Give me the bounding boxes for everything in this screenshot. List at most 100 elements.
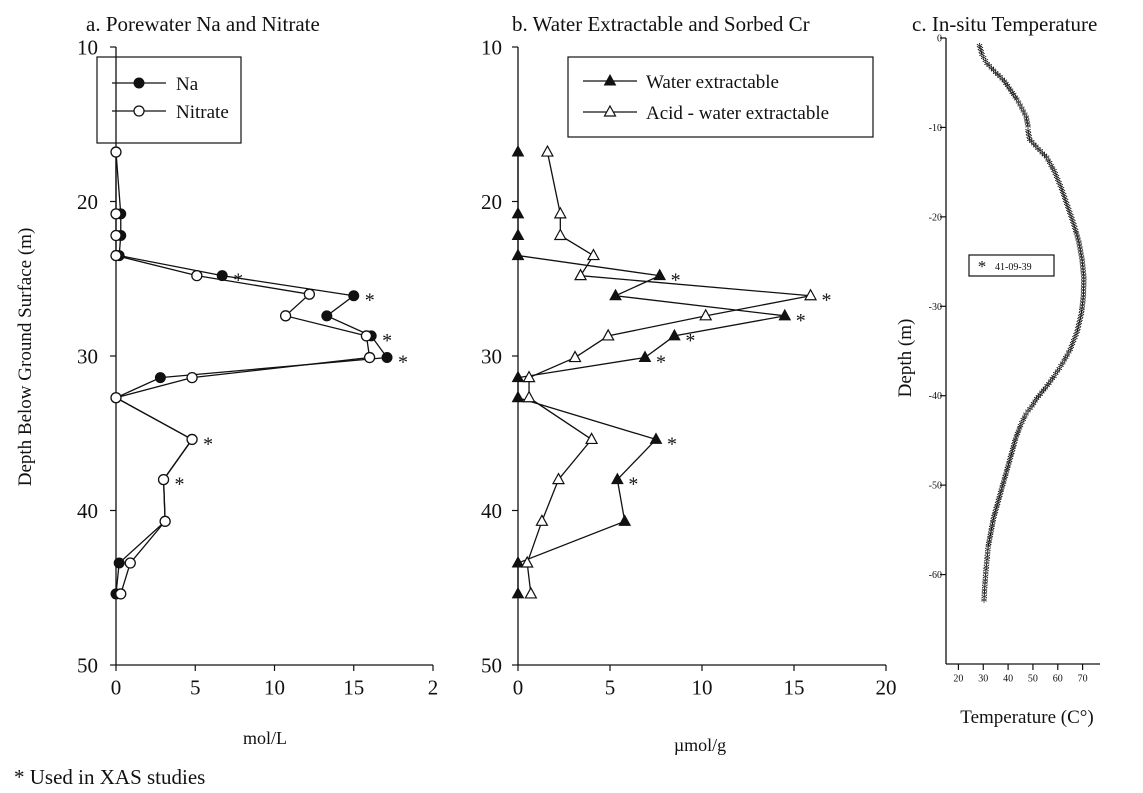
legend-water-extractable-marker [603,73,617,86]
temperature-point: * [1006,456,1013,471]
temperature-point: * [997,488,1004,503]
temperature-point: * [1005,461,1012,476]
temperature-point: * [986,61,993,76]
temperature-point: * [1048,161,1055,176]
legend-nitrate-marker [133,105,145,117]
panel-a-series-0-point [348,290,360,302]
temperature-point: * [1032,397,1039,412]
temperature-point: * [987,531,994,546]
temperature-point: * [987,528,994,543]
temperature-point: * [1080,288,1087,303]
xas-marker: * [685,330,695,352]
panel-b-series-1-point [551,472,565,485]
temperature-point: * [1065,348,1072,363]
panel-a-series-1-point [279,310,292,322]
temperature-point: * [1026,132,1033,147]
temperature-point: * [1017,421,1024,436]
panel-a-x-tick-label: 2 [428,676,439,700]
panel-a-series-1-point [159,515,171,527]
xas-marker: * [382,330,392,352]
temperature-point: * [1058,361,1065,376]
temperature-point: * [1003,467,1010,482]
panel-b-y-tick-label: 10 [481,35,502,59]
panel-c-x-tick-label: 70 [1078,674,1088,685]
panel-c-x-label: Temperature (C°) [960,707,1093,728]
panel-b-series-0-point [511,390,525,403]
temperature-point: * [981,595,988,610]
temperature-point: * [977,44,984,59]
temperature-point: * [1068,342,1075,357]
temperature-point: * [983,565,990,580]
temperature-point: * [1030,399,1037,414]
temperature-point: * [1080,282,1087,297]
temperature-point: * [990,66,997,81]
temperature-point: * [1004,464,1011,479]
temperature-point: * [993,502,1000,517]
panel-b-series-1-point [553,228,567,241]
temperature-point: * [1021,412,1028,427]
temperature-point: * [1059,187,1066,202]
temperature-point: * [1072,226,1079,241]
temperature-point: * [1067,345,1074,360]
temperature-point: * [1020,415,1027,430]
temperature-point: * [1018,104,1025,119]
temperature-point: * [1075,235,1082,250]
temperature-point: * [1002,472,1009,487]
panel-b-series-1-point [522,370,536,383]
temperature-point: * [1079,297,1086,312]
temperature-point: * [989,520,996,535]
panel-c-x-tick-label: 60 [1053,674,1063,685]
temperature-point: * [982,569,989,584]
temperature-point: * [1072,330,1079,345]
xas-marker: * [667,433,677,455]
temperature-point: * [985,542,992,557]
panel-b-y-tick-label: 30 [481,344,502,368]
temperature-point: * [981,582,988,597]
panel-b-series-0-point [649,432,663,444]
temperature-point: * [988,526,995,541]
panel-b-series-1-line [526,151,811,595]
temperature-point: * [1046,158,1053,173]
temperature-point: * [1012,92,1019,107]
temperature-point: * [1049,374,1056,389]
temperature-point: * [1077,312,1084,327]
panel-b-series-0-point [511,206,525,219]
temperature-point: * [992,507,999,522]
panel-c-x-tick-label: 50 [1028,674,1038,685]
temperature-point: * [990,512,997,527]
temperature-point: * [1047,376,1054,391]
temperature-point: * [1052,369,1059,384]
temperature-point: * [1074,324,1081,339]
temperature-point: * [1066,208,1073,223]
temperature-point: * [1009,88,1016,103]
panel-a-y-tick-label: 40 [77,499,98,523]
temperature-point: * [983,562,990,577]
temperature-point: * [999,483,1006,498]
panel-a: a. Porewater Na and Nitrate Depth Below … [15,12,438,748]
legend-acid-water-marker [603,104,617,117]
temperature-point: * [984,545,991,560]
legend-na-label: Na [176,74,199,95]
temperature-point: * [1080,267,1087,282]
temperature-point: * [1024,121,1031,136]
temperature-point: * [1063,199,1070,214]
temperature-point: * [1080,270,1087,285]
panel-b-series-1-point [585,432,599,445]
temperature-point: * [993,504,1000,519]
panel-a-series-0-point [154,372,166,384]
temperature-point: * [1080,279,1087,294]
temperature-point: * [976,41,983,56]
xas-marker: * [203,433,213,455]
temperature-point: * [1079,300,1086,315]
panel-b-series-1-point [540,144,554,157]
temperature-point: * [1076,315,1083,330]
temperature-point: * [1002,469,1009,484]
temperature-point: * [984,552,991,567]
panel-b-x-tick-label: 5 [605,676,616,700]
temperature-point: * [998,485,1005,500]
panel-b-series-1-point [522,390,536,403]
temperature-point: * [1080,285,1087,300]
temperature-point: * [978,47,985,62]
temperature-point: * [996,491,1003,506]
